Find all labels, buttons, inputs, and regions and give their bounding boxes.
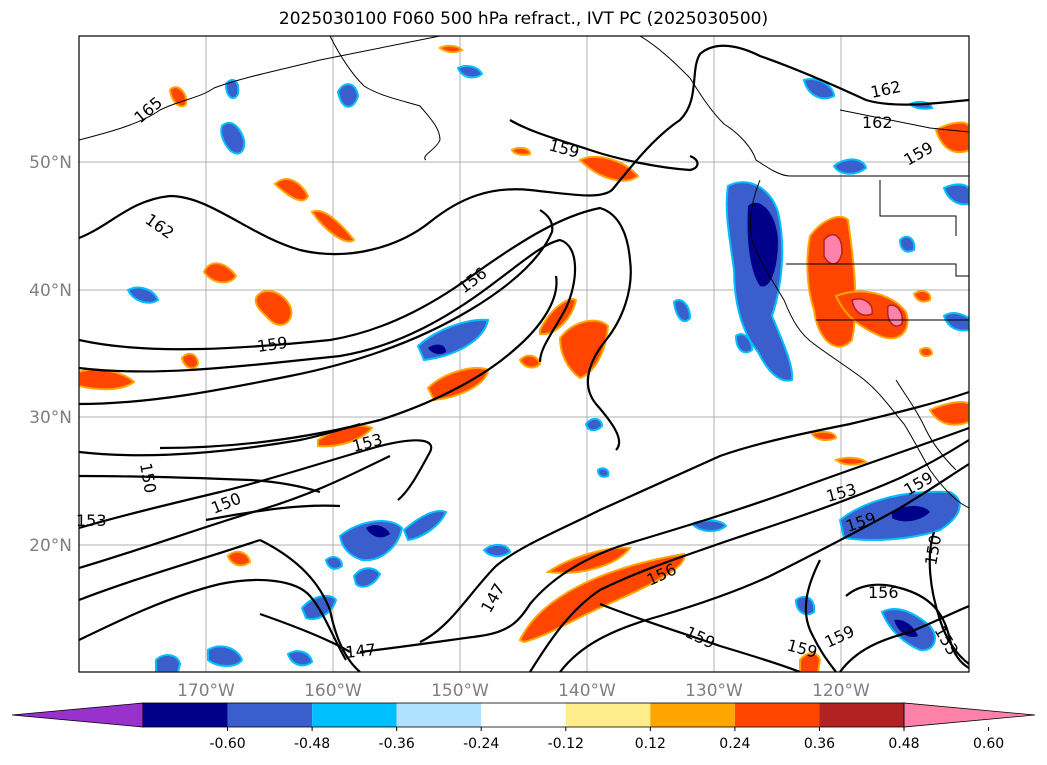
colorbar-tick-label: -0.60 xyxy=(209,736,245,752)
contour-label: 153 xyxy=(76,511,107,530)
colorbar-ticks: -0.60 -0.48 -0.36 -0.24 -0.12 0.12 0.24 0.36 0.4… xyxy=(209,727,1004,752)
colorbar-high-extend xyxy=(903,702,1036,728)
colorbar-tick-label: 0.48 xyxy=(888,736,919,752)
lon-label: 160°W xyxy=(304,681,362,701)
gridlines xyxy=(79,36,969,672)
colorbar-segment xyxy=(227,703,313,727)
map-title: 2025030100 F060 500 hPa refract., IVT PC… xyxy=(278,9,769,29)
lat-label: 30°N xyxy=(29,408,72,428)
colorbar-tick-label: -0.12 xyxy=(548,736,584,752)
lon-label: 130°W xyxy=(685,681,743,701)
colorbar-segment xyxy=(396,703,482,727)
lat-label: 50°N xyxy=(29,153,72,173)
lat-label: 20°N xyxy=(29,536,72,556)
lon-label: 120°W xyxy=(812,681,870,701)
colorbar-segment xyxy=(481,703,566,727)
lon-label: 140°W xyxy=(558,681,616,701)
colorbar-low-extend xyxy=(11,702,144,728)
colorbar-segments xyxy=(143,703,904,727)
lon-label: 170°W xyxy=(177,681,235,701)
contour-label: 162 xyxy=(862,113,893,132)
colorbar-segment xyxy=(143,703,228,727)
colorbar-tick-label: 0.12 xyxy=(635,736,666,752)
lat-label: 40°N xyxy=(29,281,72,301)
colorbar-tick-label: -0.48 xyxy=(294,736,330,752)
colorbar-tick-label: 0.36 xyxy=(804,736,835,752)
contour-label: 156 xyxy=(868,583,899,602)
colorbar-tick-label: 0.24 xyxy=(719,736,750,752)
colorbar-frame xyxy=(142,702,905,728)
refractivity-contours xyxy=(79,44,969,672)
colorbar-segment xyxy=(819,703,904,727)
colorbar-segment xyxy=(565,703,651,727)
ivt-negative-features xyxy=(126,65,969,672)
colorbar-tick-label: -0.36 xyxy=(379,736,415,752)
map-frame xyxy=(78,35,970,673)
colorbar-segment xyxy=(312,703,397,727)
ivt-positive-features xyxy=(79,44,969,672)
colorbar-segment xyxy=(650,703,735,727)
colorbar-segment xyxy=(734,703,820,727)
colorbar-tick-label: -0.24 xyxy=(463,736,499,752)
lon-label: 150°W xyxy=(431,681,489,701)
longitude-labels: 170°W 160°W 150°W 140°W 130°W 120°W xyxy=(177,681,870,701)
latitude-labels: 50°N 40°N 30°N 20°N xyxy=(29,153,72,556)
colorbar-tick-label: 0.60 xyxy=(973,736,1004,752)
colorbar: -0.60 -0.48 -0.36 -0.24 -0.12 0.12 0.24 0.36 0.4… xyxy=(11,702,1036,752)
map-panel xyxy=(79,36,969,672)
contour-label: 147 xyxy=(344,640,376,662)
coastlines xyxy=(79,36,969,509)
contour-label: 159 xyxy=(256,333,289,356)
